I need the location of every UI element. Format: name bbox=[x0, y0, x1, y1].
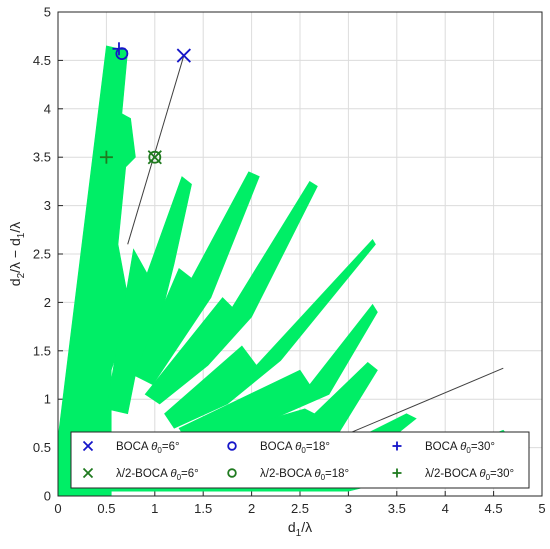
region-wedge bbox=[144, 180, 318, 405]
x-tick-label: 5 bbox=[538, 501, 545, 516]
y-tick-label: 4 bbox=[44, 101, 51, 116]
x-tick-labels: 0 0.5 1 1.5 2 2.5 3 3.5 4 4.5 5 bbox=[54, 501, 545, 516]
y-tick-label: 3.5 bbox=[33, 150, 51, 165]
legend-marker bbox=[82, 440, 94, 452]
legend-box bbox=[70, 431, 530, 489]
marker-stroke bbox=[227, 468, 237, 478]
data-point bbox=[176, 48, 191, 63]
legend-entry-label: BOCA θ0=18° bbox=[260, 441, 330, 455]
region-wedge bbox=[164, 238, 376, 429]
legend-text-part: 0 bbox=[177, 473, 182, 482]
marker-stroke bbox=[176, 48, 191, 63]
reference-line bbox=[127, 55, 185, 245]
data-point bbox=[99, 150, 113, 164]
legend-entry-label: λ/2-BOCA θ0=18° bbox=[260, 468, 349, 482]
legend-text-part: =6° bbox=[162, 441, 180, 453]
x-tick-label: 3.5 bbox=[388, 501, 406, 516]
legend-entry-label: λ/2-BOCA θ0=6° bbox=[116, 468, 199, 482]
x-tick-label: 0.5 bbox=[97, 501, 115, 516]
legend-text-part: λ/2-BOCA bbox=[260, 468, 314, 480]
legend-text-part: θ bbox=[460, 441, 467, 453]
y-tick-label: 2 bbox=[44, 295, 51, 310]
legend-text-part: BOCA bbox=[116, 441, 151, 453]
legend-marker bbox=[82, 467, 94, 479]
y-tick-label: 4.5 bbox=[33, 53, 51, 68]
y-tick-label: 2.5 bbox=[33, 247, 51, 262]
legend-marker bbox=[227, 441, 237, 451]
data-point bbox=[112, 42, 126, 56]
x-tick-label: 4.5 bbox=[485, 501, 503, 516]
y-tick-label: 3 bbox=[44, 198, 51, 213]
legend-marker bbox=[392, 468, 402, 478]
legend-text-part: =30° bbox=[490, 468, 514, 480]
legend-text-part: θ bbox=[170, 468, 177, 480]
y-tick-labels: 0 0.5 1 1.5 2 2.5 3 3.5 4 4.5 5 bbox=[33, 5, 51, 504]
legend-text-part: θ bbox=[314, 468, 321, 480]
legend-text-part: θ bbox=[151, 441, 158, 453]
x-tick-label: 0 bbox=[54, 501, 61, 516]
legend-marker bbox=[392, 441, 402, 451]
legend-text-part: =18° bbox=[325, 468, 349, 480]
y-tick-label: 1 bbox=[44, 392, 51, 407]
y-tick-label: 5 bbox=[44, 5, 51, 20]
marker-stroke bbox=[227, 441, 237, 451]
y-tick-label: 0 bbox=[44, 489, 51, 504]
legend-entry-label: BOCA θ0=30° bbox=[425, 441, 495, 455]
x-tick-label: 2.5 bbox=[291, 501, 309, 516]
legend-text-part: 0 bbox=[486, 473, 491, 482]
region-wedge bbox=[133, 171, 260, 386]
y-tick-label: 1.5 bbox=[33, 343, 51, 358]
x-tick-label: 2 bbox=[248, 501, 255, 516]
legend-entry-label: BOCA θ0=6° bbox=[116, 441, 180, 455]
y-axis-label: d2/λ − d1/λ bbox=[7, 222, 27, 286]
marker-stroke bbox=[82, 467, 94, 479]
legend-text-part: θ bbox=[295, 441, 302, 453]
plot-frame bbox=[57, 11, 543, 497]
legend-text-part: λ/2-BOCA bbox=[425, 468, 479, 480]
legend-text-part: λ/2-BOCA bbox=[116, 468, 170, 480]
marker-stroke bbox=[148, 150, 162, 164]
legend-text-part: 0 bbox=[466, 446, 471, 455]
legend-text-part: =30° bbox=[471, 441, 495, 453]
legend-text-part: 0 bbox=[157, 446, 162, 455]
x-axis-label: d1/λ bbox=[288, 519, 312, 539]
legend-text-part: =6° bbox=[181, 468, 199, 480]
legend-marker bbox=[227, 468, 237, 478]
data-markers bbox=[99, 42, 191, 165]
legend: BOCA θ0=6° BOCA θ0=18° BOCA θ0=30°λ/2-BOCA… bbox=[70, 431, 530, 489]
legend-text-part: BOCA bbox=[260, 441, 295, 453]
legend-entry-label: λ/2-BOCA θ0=30° bbox=[425, 468, 514, 482]
region-wedge bbox=[106, 176, 192, 415]
legend-text-part: 0 bbox=[321, 473, 326, 482]
x-tick-label: 3 bbox=[345, 501, 352, 516]
legend-text-part: =18° bbox=[306, 441, 330, 453]
legend-text-part: 0 bbox=[301, 446, 306, 455]
legend-items: BOCA θ0=6° BOCA θ0=18° BOCA θ0=30°λ/2-BOCA… bbox=[82, 440, 514, 482]
x-tick-label: 1 bbox=[151, 501, 158, 516]
x-tick-label: 1.5 bbox=[194, 501, 212, 516]
data-point bbox=[148, 150, 162, 164]
region-wedge bbox=[57, 45, 136, 497]
legend-text-part: BOCA bbox=[425, 441, 460, 453]
y-tick-label: 0.5 bbox=[33, 440, 51, 455]
legend-text-part: θ bbox=[479, 468, 486, 480]
x-tick-label: 4 bbox=[442, 501, 449, 516]
marker-stroke bbox=[82, 440, 94, 452]
